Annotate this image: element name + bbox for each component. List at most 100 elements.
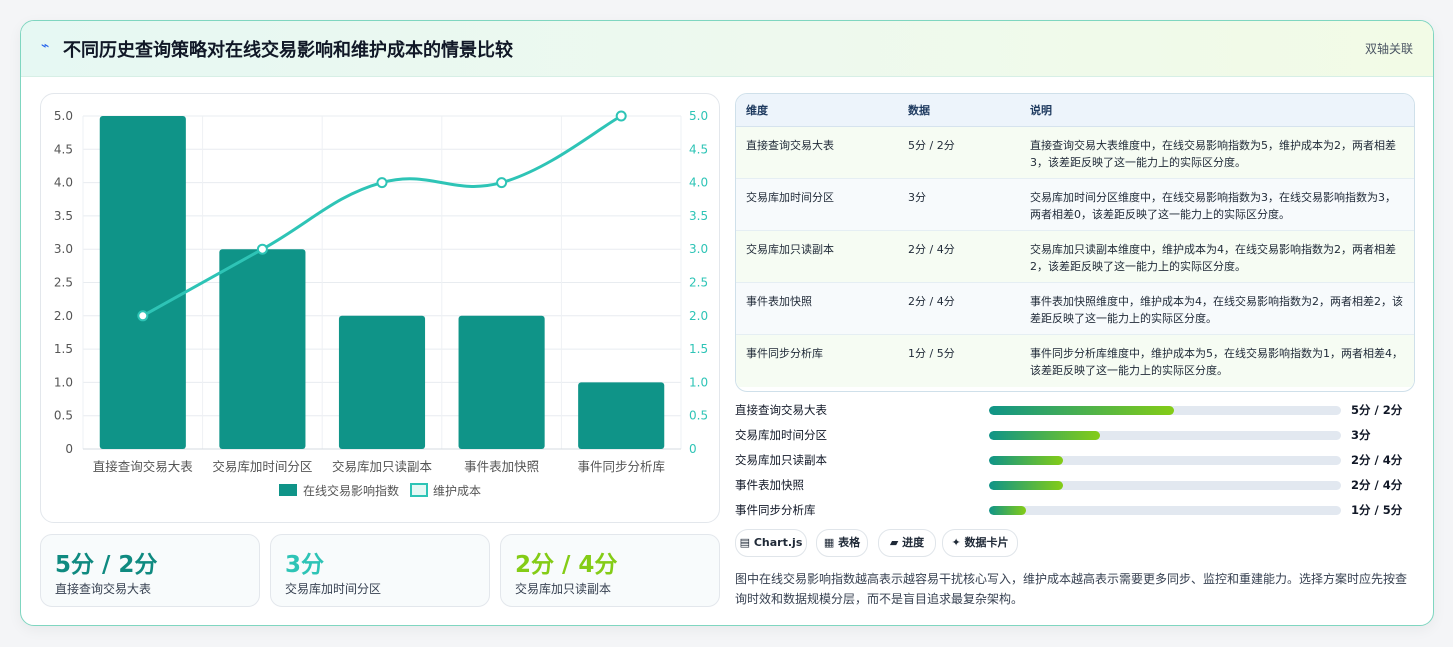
progress-fill: [989, 406, 1174, 415]
cell-description: 直接查询交易大表维度中，在线交易影响指数为5，维护成本为2，两者相差3，该差距反…: [1020, 126, 1414, 179]
chip-label: 进度: [902, 536, 925, 549]
progress-fill: [989, 456, 1063, 465]
col-header-description: 说明: [1020, 94, 1414, 127]
cell-data: 2分 / 4分: [898, 282, 1020, 335]
dual-axis-tag: 双轴关联: [1364, 42, 1413, 56]
progress-fill: [989, 431, 1100, 440]
bar-5: [578, 382, 665, 449]
progress-track: [989, 506, 1341, 515]
progress-row: 交易库加只读副本 2分 / 4分: [735, 450, 1413, 470]
chart-panel: 0 0 0.5 0.5 1.0 1.0 1.5 1.5 2.0 2.0 2.5 2.5 3.0 3.0 3.…: [40, 93, 720, 523]
progress-value: 2分 / 4分: [1351, 453, 1403, 467]
progress-row: 直接查询交易大表 5分 / 2分: [735, 400, 1413, 420]
progress-track: [989, 431, 1341, 440]
progress-label: 直接查询交易大表: [735, 403, 827, 417]
table-row: 交易库加只读副本 2分 / 4分 交易库加只读副本维度中，维护成本为4，在线交易…: [736, 230, 1414, 283]
line-point-4: [496, 177, 508, 189]
line-point-2: [256, 243, 268, 255]
y2-tick-label: 4.5: [689, 142, 708, 156]
progress-label: 交易库加只读副本: [735, 453, 827, 467]
kpi-label: 直接查询交易大表: [55, 582, 152, 596]
table-row: 直接查询交易大表 5分 / 2分 直接查询交易大表维度中，在线交易影响指数为5，…: [736, 126, 1414, 179]
cell-data: 3分: [898, 178, 1020, 231]
col-header-data: 数据: [898, 94, 1020, 127]
header: ⌁ 不同历史查询策略对在线交易影响和维护成本的情景比较 双轴关联: [21, 21, 1433, 77]
table-row: 事件表加快照 2分 / 4分 事件表加快照维度中，维护成本为4，在线交易影响指数…: [736, 282, 1414, 335]
kpi-card-3: 2分 / 4分 交易库加只读副本: [500, 534, 720, 607]
legend-swatch-bar: [279, 484, 297, 496]
progress-value: 2分 / 4分: [1351, 478, 1403, 492]
progress-row: 事件表加快照 2分 / 4分: [735, 475, 1413, 495]
y-tick-label: 1.5: [54, 342, 73, 356]
chip-table[interactable]: ▦ 表格: [816, 529, 868, 557]
progress-icon: ▰: [889, 536, 899, 549]
sparkle-icon: ✦: [951, 536, 961, 549]
progress-label: 事件表加快照: [735, 478, 804, 492]
line-point-1: [137, 310, 149, 322]
data-table: 维度 数据 说明 直接查询交易大表 5分 / 2分 直接查询交易大表维度中，在线…: [735, 93, 1415, 392]
chart-icon: ▤: [739, 536, 751, 549]
main-card: ⌁ 不同历史查询策略对在线交易影响和维护成本的情景比较 双轴关联 0 0 0.5 0.…: [20, 20, 1434, 626]
chip-label: 表格: [838, 536, 861, 549]
x-tick-label: 事件表加快照: [464, 459, 539, 474]
y2-tick-label: 0: [689, 442, 697, 456]
progress-label: 交易库加时间分区: [735, 428, 827, 442]
y-tick-label: 2.0: [54, 309, 73, 323]
y2-tick-label: 1.5: [689, 342, 708, 356]
table-header-row: 维度 数据 说明: [736, 94, 1414, 127]
legend-swatch-line: [410, 483, 428, 497]
kpi-label: 交易库加只读副本: [515, 582, 612, 596]
cell-dimension: 事件表加快照: [736, 282, 898, 335]
kpi-label: 交易库加时间分区: [285, 582, 382, 596]
y-tick-label: 5.0: [54, 109, 73, 123]
cell-dimension: 直接查询交易大表: [736, 126, 898, 179]
y2-tick-label: 1.0: [689, 375, 708, 389]
y-tick-label: 3.5: [54, 209, 73, 223]
y-tick-label: 0.5: [54, 409, 73, 423]
y-tick-label: 0: [65, 442, 73, 456]
chip-datacard[interactable]: ✦ 数据卡片: [942, 529, 1018, 557]
cell-description: 事件同步分析库维度中，维护成本为5，在线交易影响指数为1，两者相差4，该差距反映…: [1020, 334, 1414, 387]
bar-2: [219, 249, 306, 449]
kpi-value: 2分 / 4分: [515, 552, 618, 578]
y2-tick-label: 2.5: [689, 276, 708, 290]
bar-1: [99, 116, 186, 449]
x-tick-label: 直接查询交易大表: [93, 459, 194, 474]
line-point-5: [615, 110, 627, 122]
cell-description: 交易库加只读副本维度中，维护成本为4，在线交易影响指数为2，两者相差2，该差距反…: [1020, 230, 1414, 283]
footnote: 图中在线交易影响指数越高表示越容易干扰核心写入，维护成本越高表示需要更多同步、监…: [735, 572, 1408, 606]
y-tick-label: 4.5: [54, 142, 73, 156]
col-header-dimension: 维度: [736, 94, 898, 127]
progress-value: 5分 / 2分: [1351, 403, 1403, 417]
y2-tick-label: 2.0: [689, 309, 708, 323]
combo-chart: 0 0 0.5 0.5 1.0 1.0 1.5 1.5 2.0 2.0 2.5 2.5 3.0 3.0 3.…: [54, 109, 708, 498]
y2-tick-label: 3.0: [689, 242, 708, 256]
progress-track: [989, 456, 1341, 465]
cell-description: 事件表加快照维度中，维护成本为4，在线交易影响指数为2，两者相差2，该差距反映了…: [1020, 282, 1414, 335]
kpi-card-2: 3分 交易库加时间分区: [270, 534, 490, 607]
progress-value: 3分: [1351, 428, 1371, 442]
y2-tick-label: 3.5: [689, 209, 708, 223]
table-icon: ▦: [823, 536, 835, 549]
x-tick-label: 交易库加时间分区: [212, 459, 312, 474]
progress-track: [989, 481, 1341, 490]
y-tick-label: 4.0: [54, 176, 73, 190]
kpi-value: 3分: [285, 552, 325, 578]
progress-value: 1分 / 5分: [1351, 503, 1403, 517]
bar-4: [458, 315, 545, 449]
chip-progress[interactable]: ▰ 进度: [878, 529, 936, 557]
progress-label: 事件同步分析库: [735, 503, 816, 517]
x-tick-label: 事件同步分析库: [577, 459, 665, 474]
progress-row: 交易库加时间分区 3分: [735, 425, 1413, 445]
chip-label: 数据卡片: [964, 536, 1009, 549]
line-point-3: [376, 177, 388, 189]
y2-tick-label: 0.5: [689, 409, 708, 423]
x-tick-label: 交易库加只读副本: [332, 459, 433, 474]
chip-chartjs[interactable]: ▤ Chart.js: [735, 529, 807, 557]
bolt-icon: ⌁: [41, 38, 50, 54]
cell-dimension: 交易库加只读副本: [736, 230, 898, 283]
y2-tick-label: 5.0: [689, 109, 708, 123]
table-row: 事件同步分析库 1分 / 5分 事件同步分析库维度中，维护成本为5，在线交易影响…: [736, 334, 1414, 387]
cell-dimension: 事件同步分析库: [736, 334, 898, 387]
progress-fill: [989, 481, 1063, 490]
